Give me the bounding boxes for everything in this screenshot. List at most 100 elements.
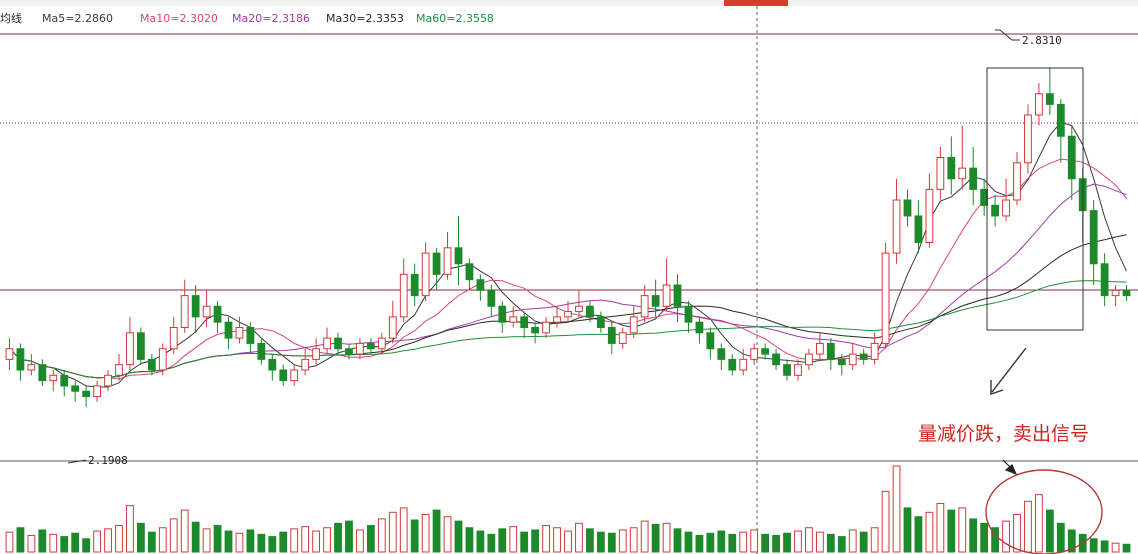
candle (662, 258, 671, 312)
candle (706, 327, 715, 360)
candle (684, 300, 693, 333)
candle (881, 242, 890, 349)
volume-bar (815, 531, 824, 553)
candle (848, 343, 857, 370)
volume-bar (202, 528, 211, 553)
ma60-line (9, 280, 1127, 379)
candle (936, 146, 945, 200)
candle (805, 348, 813, 370)
volume-bar (739, 531, 748, 553)
candle (1122, 285, 1131, 301)
volume-bar (1100, 540, 1109, 553)
volume-arrow-icon (1002, 459, 1018, 476)
volume-bar (783, 532, 791, 553)
volume-bar (421, 514, 430, 553)
volume-bar (629, 527, 638, 553)
volume-bar (1002, 520, 1010, 553)
candle (213, 300, 222, 333)
candle (553, 306, 561, 328)
candle (925, 173, 934, 248)
candle (202, 290, 211, 328)
volume-bar (673, 528, 682, 553)
candle (235, 316, 244, 344)
volume-bar (147, 531, 156, 553)
candle (388, 300, 397, 344)
volume-bar (717, 530, 726, 553)
volume-bar (761, 533, 770, 553)
candle (1035, 83, 1043, 126)
volume-bar (399, 507, 408, 553)
volume-bar (607, 532, 616, 553)
candle (16, 343, 25, 381)
volume-bar (279, 531, 288, 553)
volume-bar (826, 533, 835, 553)
volume-bar (410, 519, 419, 553)
candle (1024, 104, 1032, 174)
candle (1045, 67, 1054, 115)
volume-bar (640, 520, 649, 553)
candle (323, 327, 331, 355)
volume-bar (520, 531, 529, 553)
volume-bar (443, 516, 452, 553)
candle (71, 380, 80, 402)
volume-bar (5, 531, 14, 553)
low-price-label: 2.1908 (88, 454, 128, 467)
volume-bar (454, 520, 463, 553)
volume-series (5, 465, 1131, 553)
volume-bar (1035, 494, 1043, 553)
candle (695, 316, 704, 344)
legend-entry-ma30: Ma30=2.3353 (326, 12, 404, 25)
volume-bar (728, 533, 737, 553)
candle (739, 348, 748, 376)
candle (618, 327, 627, 349)
volume-bar (848, 529, 857, 553)
volume-bar (958, 507, 967, 553)
volume-bar (49, 533, 58, 553)
volume-bar (487, 533, 496, 553)
candle (564, 300, 572, 323)
legend: 均线 Ma5=2.2860 Ma10=2.3020 Ma20=2.3186 Ma… (0, 11, 494, 25)
volume-bar (312, 530, 321, 553)
volume-bar (892, 465, 901, 553)
candle (345, 343, 353, 360)
candle (93, 380, 101, 402)
volume-bar (695, 534, 704, 553)
candle (837, 354, 846, 376)
candle (1111, 285, 1120, 307)
candle (399, 258, 408, 323)
candle (268, 354, 277, 381)
volume-bar (334, 522, 342, 553)
volume-bar (1067, 529, 1076, 553)
candle (761, 343, 770, 360)
volume-bar (377, 518, 386, 553)
candle (1056, 99, 1065, 163)
candle (509, 306, 518, 328)
candle (147, 354, 156, 376)
candle (169, 316, 178, 355)
volume-bar (104, 528, 112, 553)
volume-bar (1089, 538, 1098, 553)
candle (224, 316, 233, 349)
volume-bar (586, 528, 594, 553)
low-price-leader (67, 459, 87, 464)
candle (454, 215, 463, 285)
candle (750, 343, 759, 365)
candle (717, 343, 726, 370)
volume-bar (947, 509, 956, 553)
volume-bar (575, 522, 583, 553)
volume-bar (618, 529, 627, 553)
candle (104, 370, 112, 392)
volume-bar (684, 531, 693, 553)
candle (575, 290, 583, 317)
volume-bar (246, 529, 255, 553)
volume-bar (1013, 514, 1021, 553)
candle (859, 348, 868, 365)
candle (366, 338, 375, 355)
volume-bar (257, 533, 266, 553)
candle (1067, 125, 1076, 200)
date-marker (724, 0, 788, 6)
volume-bar (706, 532, 715, 553)
high-price-label: 2.8310 (1022, 34, 1062, 47)
volume-bar (126, 505, 134, 553)
volume-bar (837, 536, 846, 553)
